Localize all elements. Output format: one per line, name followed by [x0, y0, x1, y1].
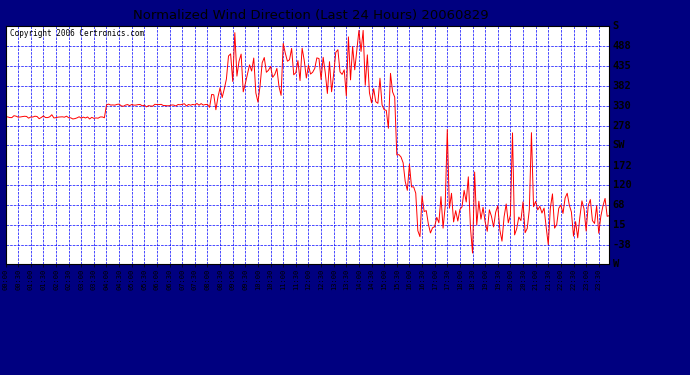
- Text: 435: 435: [613, 61, 631, 71]
- Text: 172: 172: [613, 160, 631, 171]
- Text: 330: 330: [613, 101, 631, 111]
- Text: -38: -38: [613, 240, 631, 250]
- Text: 68: 68: [613, 200, 625, 210]
- Text: W: W: [613, 260, 619, 269]
- Text: S: S: [613, 21, 619, 31]
- Text: Normalized Wind Direction (Last 24 Hours) 20060829: Normalized Wind Direction (Last 24 Hours…: [132, 9, 489, 22]
- Text: 278: 278: [613, 120, 631, 130]
- Text: Copyright 2006 Certronics.com: Copyright 2006 Certronics.com: [10, 28, 144, 38]
- Text: 382: 382: [613, 81, 631, 91]
- Text: SW: SW: [613, 140, 625, 150]
- Text: 120: 120: [613, 180, 631, 190]
- Text: 488: 488: [613, 41, 631, 51]
- Text: 15: 15: [613, 220, 625, 230]
